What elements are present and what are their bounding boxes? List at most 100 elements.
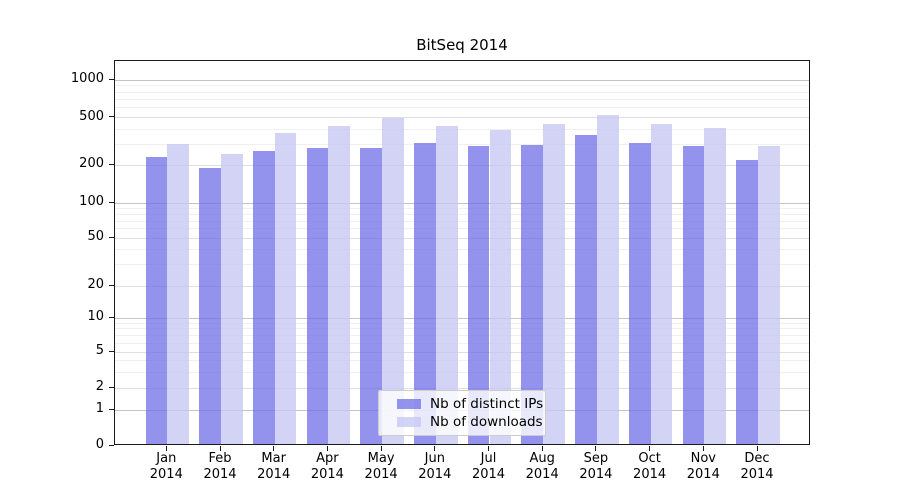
gridline-400 [115,128,809,130]
y-tick-label-2: 2 [95,379,104,394]
bar-sep-downloads [596,114,619,444]
y-tick-label-5: 5 [95,343,104,358]
x-tick-mark-sep [595,446,597,451]
x-tick-label-jul: Jul 2014 [471,451,506,482]
y-tick-label-20: 20 [87,277,104,292]
y-tick-mark-10 [109,316,114,318]
gridline-80 [115,213,809,215]
gridline-800 [115,91,809,93]
gridline-2 [115,387,809,389]
gridline-3 [115,371,809,373]
bar-jan-downloads [167,143,190,444]
bar-dec-downloads [758,146,780,444]
x-tick-label-jun: Jun 2014 [418,451,452,482]
x-tick-mark-nov [702,446,704,451]
y-tick-mark-200 [109,163,114,165]
gridline-30 [115,264,809,266]
bar-sep-distinct-ips [575,134,597,444]
gridline-5 [115,351,809,353]
bar-jun-distinct-ips [414,142,436,444]
bar-nov-distinct-ips [682,146,705,444]
x-tick-label-oct: Oct 2014 [633,451,667,482]
y-tick-label-100: 100 [79,194,104,209]
y-tick-mark-2 [109,386,114,388]
x-tick-mark-jan [165,446,167,451]
plot-area [114,60,810,445]
y-tick-label-0: 0 [95,437,104,452]
y-tick-mark-5 [109,350,114,352]
x-tick-mark-feb [219,446,221,451]
bar-nov-downloads [704,127,727,444]
x-tick-mark-apr [326,446,328,451]
gridline-40 [115,249,809,251]
bar-jan-distinct-ips [145,156,168,444]
legend-label-distinct-ips: Nb of distinct IPs [430,395,544,412]
x-tick-mark-mar [273,446,275,451]
x-tick-label-nov: Nov 2014 [686,451,720,482]
x-tick-label-may: May 2014 [364,451,398,482]
legend-swatch-downloads [397,417,421,428]
gridline-8 [115,328,809,330]
gridline-500 [115,117,809,119]
x-tick-label-feb: Feb 2014 [203,451,237,482]
bar-jul-downloads [489,129,512,444]
gridline-7 [115,334,809,336]
gridline-900 [115,85,809,87]
y-tick-mark-1000 [109,78,114,80]
gridline-600 [115,107,809,109]
bar-may-distinct-ips [360,148,383,444]
bar-jul-distinct-ips [467,146,490,444]
gridline-1000 [115,79,809,81]
x-tick-mark-oct [649,446,651,451]
legend-label-downloads: Nb of downloads [430,414,543,431]
x-tick-mark-aug [541,446,543,451]
gridline-10 [115,317,809,319]
bar-mar-downloads [274,132,297,444]
x-tick-label-sep: Sep 2014 [579,451,613,482]
x-tick-label-apr: Apr 2014 [310,451,344,482]
x-tick-label-jan: Jan 2014 [149,451,183,482]
gridline-4 [115,360,809,362]
gridline-100 [115,202,809,204]
gridline-700 [115,98,809,100]
x-tick-label-dec: Dec 2014 [740,451,774,482]
x-tick-mark-dec [756,446,758,451]
y-tick-mark-500 [109,116,114,118]
gridline-50 [115,237,809,239]
gridline-9 [115,322,809,324]
bar-apr-downloads [328,126,351,444]
x-tick-mark-may [380,446,382,451]
x-tick-label-mar: Mar 2014 [257,451,291,482]
gridline-90 [115,207,809,209]
y-tick-label-1000: 1000 [70,71,104,86]
y-tick-label-200: 200 [79,156,104,171]
x-tick-mark-jul [488,446,489,451]
bar-may-downloads [382,117,404,444]
y-tick-mark-100 [109,201,114,203]
y-tick-mark-0 [109,444,114,446]
bar-dec-distinct-ips [736,160,758,444]
y-tick-mark-50 [109,236,114,238]
bar-aug-distinct-ips [521,144,544,444]
bar-feb-distinct-ips [199,168,221,444]
bar-jun-downloads [435,126,458,444]
y-tick-label-1: 1 [95,401,104,416]
y-tick-label-500: 500 [79,108,104,124]
bar-feb-downloads [221,154,243,444]
gridline-6 [115,342,809,344]
bar-apr-distinct-ips [306,148,329,444]
bar-oct-distinct-ips [628,142,651,444]
chart-title: BitSeq 2014 [416,36,508,54]
legend-row-downloads: Nb of downloads [397,414,543,430]
bar-mar-distinct-ips [252,151,275,444]
gridline-200 [115,164,809,166]
bar-aug-downloads [543,123,565,444]
x-tick-mark-jun [434,446,436,451]
gridline-300 [115,143,809,145]
gridline-20 [115,285,809,287]
y-tick-mark-20 [109,284,114,286]
y-tick-label-50: 50 [87,229,104,244]
gridline-70 [115,220,809,222]
bar-oct-downloads [650,124,673,444]
